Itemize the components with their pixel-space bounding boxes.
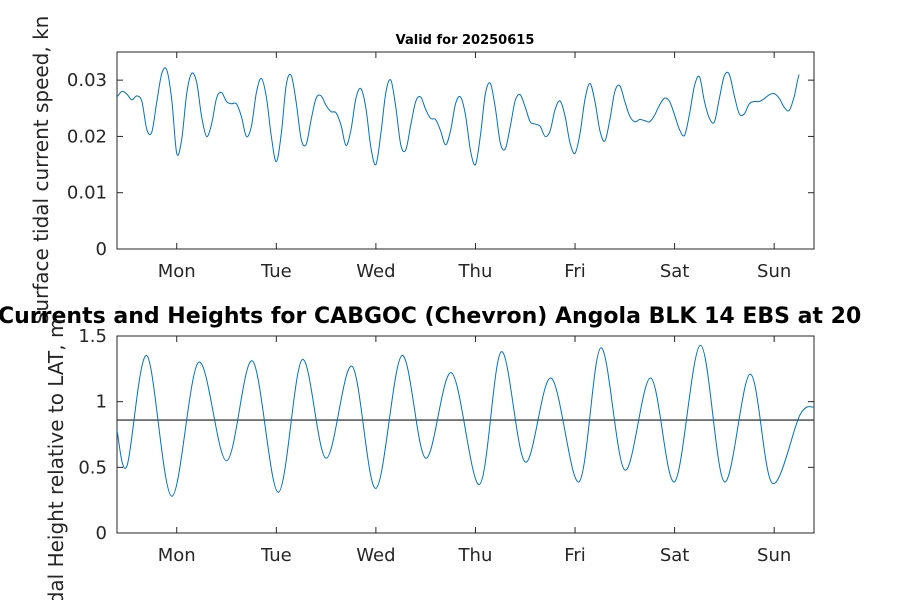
- speed-y-axis-label: Surface tidal current speed, kn: [29, 16, 53, 325]
- main-title: Currents and Heights for CABGOC (Chevron…: [0, 304, 861, 329]
- height-plot-area: [116, 335, 815, 534]
- height-chart-panel: Mon Tue Wed Thu Fri Sat Sun 0 0.5 1 1.5: [78, 326, 815, 566]
- height-x-tick-label: Thu: [458, 545, 493, 566]
- height-x-tick-label: Sun: [757, 545, 791, 566]
- height-x-tick-label: Tue: [260, 545, 292, 566]
- height-x-tick-label: Fri: [564, 545, 585, 566]
- speed-chart-title: Valid for 20250615: [396, 33, 535, 48]
- speed-y-tick-label: 0.02: [67, 126, 107, 147]
- speed-x-tick-label: Thu: [458, 261, 493, 282]
- height-y-tick-label: 0.5: [78, 457, 107, 478]
- speed-x-tick-label: Fri: [564, 261, 585, 282]
- speed-x-tick-label: Sun: [757, 261, 791, 282]
- speed-y-tick-label: 0.03: [67, 70, 107, 91]
- speed-series-line: [116, 67, 800, 166]
- speed-y-ticks: 0 0.01 0.02 0.03: [67, 70, 814, 260]
- speed-chart-panel: Mon Tue Wed Thu Fri Sat Sun 0 0.01 0.02 0.03: [67, 51, 815, 282]
- speed-x-tick-label: Wed: [356, 261, 395, 282]
- height-x-tick-label: Sat: [660, 545, 690, 566]
- speed-x-tick-label: Tue: [260, 261, 292, 282]
- speed-y-tick-label: 0.01: [67, 183, 107, 204]
- height-x-ticks: Mon Tue Wed Thu Fri Sat Sun: [158, 336, 791, 566]
- height-y-tick-label: 1: [96, 392, 107, 413]
- speed-y-tick-label: 0: [96, 239, 107, 260]
- speed-plot-area: [116, 51, 815, 250]
- height-y-tick-label: 1.5: [78, 326, 107, 347]
- height-y-tick-label: 0: [96, 523, 107, 544]
- speed-x-tick-label: Mon: [158, 261, 196, 282]
- speed-x-tick-label: Sat: [660, 261, 690, 282]
- height-x-tick-label: Mon: [158, 545, 196, 566]
- speed-x-ticks: Mon Tue Wed Thu Fri Sat Sun: [158, 52, 791, 282]
- height-x-tick-label: Wed: [356, 545, 395, 566]
- height-y-axis-label: Tidal Height relative to LAT, m: [44, 319, 68, 600]
- height-series-line: [116, 344, 815, 497]
- height-y-ticks: 0 0.5 1 1.5: [78, 326, 814, 544]
